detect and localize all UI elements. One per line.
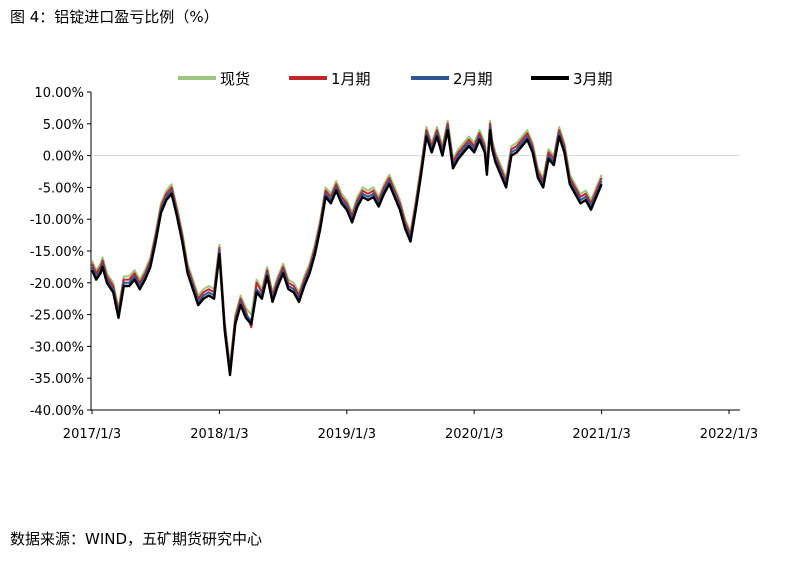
figure-title: 图 4：铝锭进口盈亏比例（%） — [10, 8, 219, 26]
x-axis: 2017/1/3 2018/1/3 2019/1/3 2020/1/3 2021/1/3… — [63, 409, 758, 442]
y-tick-label: -5.00% — [38, 181, 84, 196]
series-line — [91, 126, 603, 373]
y-tick-label: -35.00% — [30, 372, 84, 387]
series-line — [90, 128, 603, 377]
y-tick-label: -30.00% — [30, 340, 84, 355]
x-tick-label: 2020/1/3 — [445, 427, 503, 442]
series-line — [91, 122, 603, 370]
x-tick-label: 2021/1/3 — [572, 427, 630, 442]
y-tick-label: -25.00% — [30, 309, 84, 324]
y-tick-label: -10.00% — [30, 213, 84, 228]
y-axis: 10.00% 5.00% 0.00% -5.00% -10.00% -15.00% -20.… — [30, 86, 740, 419]
y-tick-label: 10.00% — [34, 86, 84, 101]
legend-label: 1月期 — [331, 70, 371, 88]
legend-label: 3月期 — [573, 70, 613, 88]
y-tick-label: -40.00% — [30, 404, 84, 419]
y-tick-label: 0.00% — [43, 150, 84, 165]
series-line — [91, 119, 603, 367]
y-tick-label: -15.00% — [30, 245, 84, 260]
x-tick-label: 2018/1/3 — [190, 427, 248, 442]
x-tick-label: 2017/1/3 — [63, 427, 121, 442]
x-tick-label: 2022/1/3 — [700, 427, 758, 442]
source-note: 数据来源：WIND，五矿期货研究中心 — [10, 530, 263, 548]
legend-label: 现货 — [220, 70, 250, 88]
legend-label: 2月期 — [453, 70, 493, 88]
chart-legend: 现货 1月期 2月期 3月期 — [178, 70, 613, 88]
plot-area — [90, 119, 603, 377]
y-tick-label: -20.00% — [30, 277, 84, 292]
y-tick-label: 5.00% — [43, 118, 84, 133]
x-tick-label: 2019/1/3 — [318, 427, 376, 442]
